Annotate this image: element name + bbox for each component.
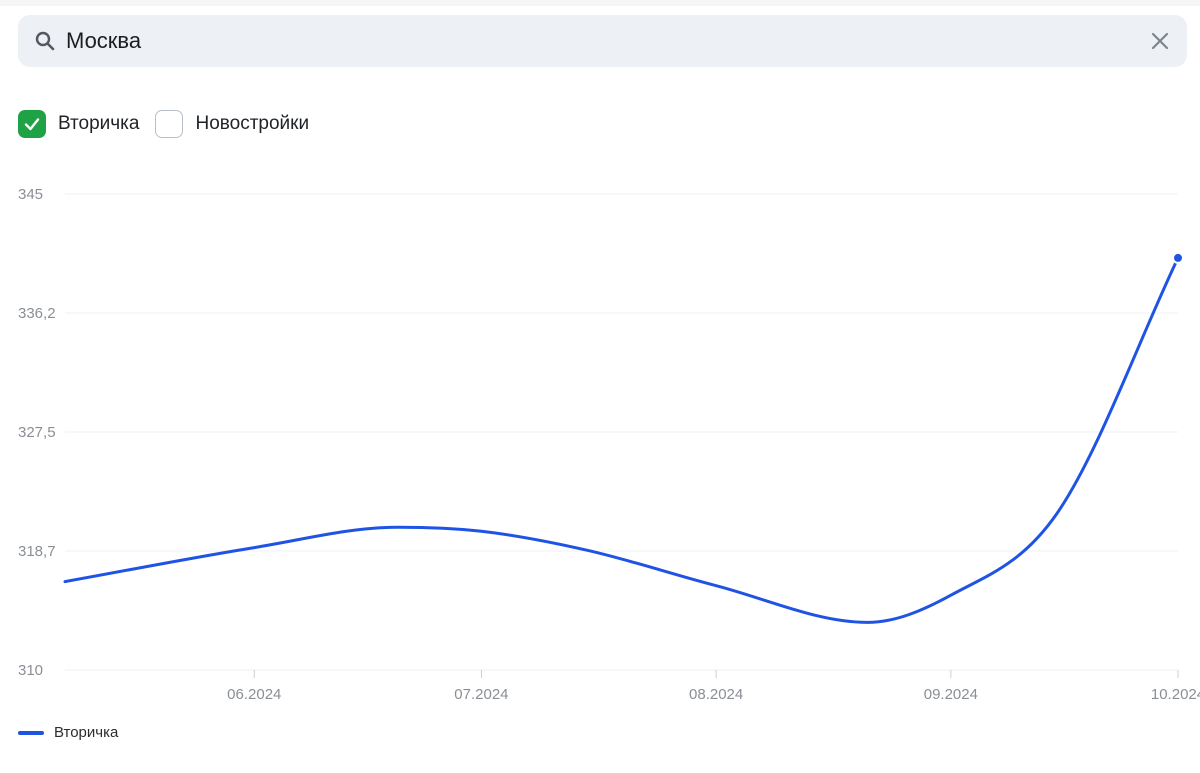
filter-label-secondary: Вторичка	[58, 113, 140, 134]
data-point	[948, 592, 954, 598]
data-point	[1054, 511, 1060, 517]
y-tick-label: 310	[18, 662, 43, 679]
data-point	[713, 583, 719, 589]
search-icon	[35, 31, 55, 51]
price-chart: 310 318,7 327,5 336,2 345 06.2024 07.2024 08.20…	[18, 186, 1200, 703]
data-point	[584, 547, 590, 553]
chart-legend: Вторичка	[18, 724, 118, 741]
top-divider	[0, 0, 1200, 6]
data-point	[478, 528, 484, 534]
filter-new-buildings[interactable]: Новостройки	[155, 110, 309, 138]
y-tick-label: 318,7	[18, 543, 56, 560]
data-point	[865, 619, 871, 625]
y-tick-label: 327,5	[18, 424, 56, 441]
last-data-point	[1172, 251, 1184, 264]
y-tick-label: 345	[18, 186, 43, 203]
search-bar[interactable]	[18, 15, 1187, 67]
y-tick-label: 336,2	[18, 305, 56, 322]
data-point	[251, 545, 257, 551]
data-point	[62, 579, 68, 585]
x-tick-label: 10.2024	[1151, 686, 1200, 703]
check-icon	[24, 118, 40, 131]
close-icon[interactable]	[1148, 29, 1172, 53]
x-tick-label: 07.2024	[454, 686, 508, 703]
checkbox-checked[interactable]	[18, 110, 46, 138]
data-point	[395, 524, 401, 530]
search-input[interactable]	[66, 25, 1126, 57]
x-tick-label: 06.2024	[227, 686, 281, 703]
filter-group: Вторичка Новостройки	[18, 108, 325, 140]
legend-label: Вторичка	[54, 724, 119, 741]
checkbox-unchecked[interactable]	[155, 110, 184, 138]
filter-label-new-buildings: Новостройки	[195, 113, 310, 134]
filter-secondary[interactable]: Вторичка	[18, 110, 139, 138]
x-tick-label: 09.2024	[924, 686, 978, 703]
x-tick-label: 08.2024	[689, 686, 743, 703]
legend-swatch	[18, 730, 44, 735]
series-line	[63, 256, 1180, 624]
